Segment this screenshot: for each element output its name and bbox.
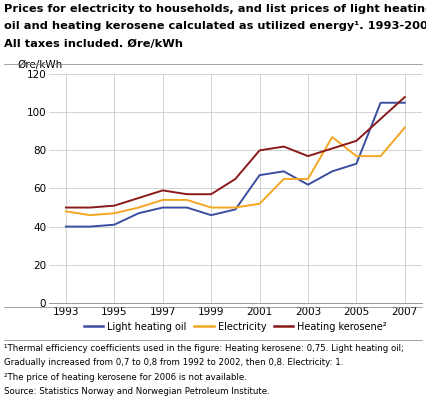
Text: All taxes included. Øre/kWh: All taxes included. Øre/kWh [4,39,183,49]
Text: ¹Thermal efficiency coefficients used in the figure: Heating kerosene: 0,75. Lig: ¹Thermal efficiency coefficients used in… [4,344,404,353]
Text: Source: Statistics Norway and Norwegian Petroleum Institute.: Source: Statistics Norway and Norwegian … [4,387,270,396]
Legend: Light heating oil, Electricity, Heating kerosene²: Light heating oil, Electricity, Heating … [80,318,391,336]
Text: Øre/kWh: Øre/kWh [17,60,63,70]
Text: Gradually increased from 0,7 to 0,8 from 1992 to 2002, then 0,8. Electricity: 1.: Gradually increased from 0,7 to 0,8 from… [4,358,344,368]
Text: oil and heating kerosene calculated as utilized energy¹. 1993-2007.: oil and heating kerosene calculated as u… [4,21,426,31]
Text: Prices for electricity to households, and list prices of light heating: Prices for electricity to households, an… [4,4,426,14]
Text: ²The price of heating kerosene for 2006 is not available.: ²The price of heating kerosene for 2006 … [4,373,247,382]
